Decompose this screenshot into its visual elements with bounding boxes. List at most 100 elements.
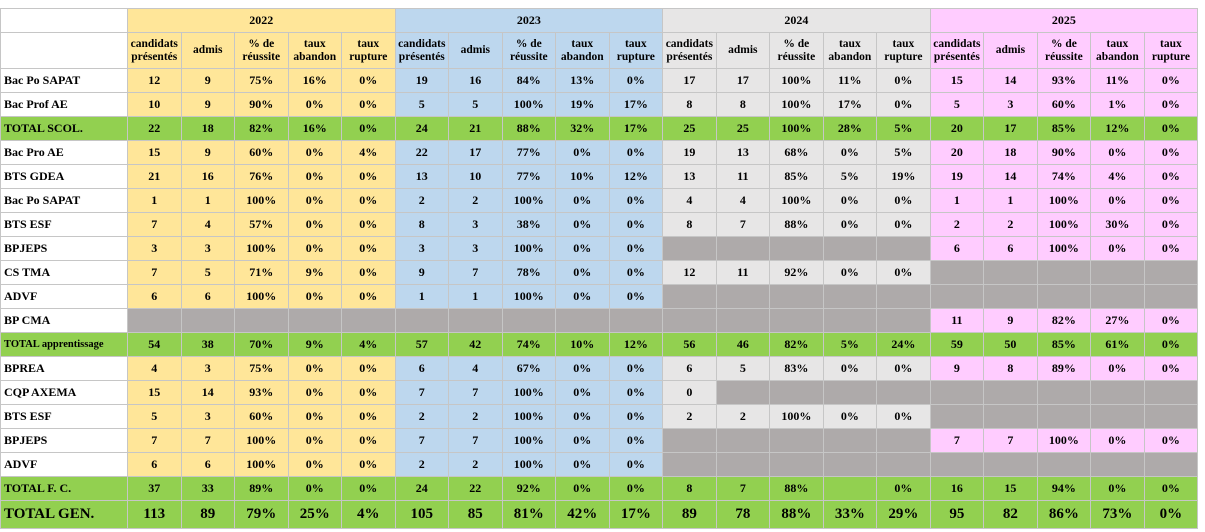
- cell: 4: [715, 188, 771, 213]
- cell: [1090, 404, 1145, 429]
- cell: 79%: [234, 500, 289, 529]
- row-label: ADVF: [0, 452, 128, 477]
- cell: 3: [448, 236, 503, 261]
- cell: [287, 308, 342, 333]
- cell: 25%: [287, 500, 342, 529]
- cell: 9: [180, 92, 235, 117]
- cell: 2: [448, 452, 503, 477]
- cell: 8: [662, 92, 717, 117]
- cell: 2: [448, 404, 503, 429]
- cell: 0%: [341, 404, 396, 429]
- cell: [662, 284, 717, 309]
- cell: 30%: [1090, 212, 1145, 237]
- cell: 100%: [501, 428, 557, 453]
- cell: 20: [929, 140, 985, 165]
- cell: 7: [180, 428, 235, 453]
- column-header: % de réussite: [1036, 32, 1092, 69]
- cell: [1036, 260, 1092, 285]
- cell: 0%: [876, 476, 931, 501]
- cell: 0%: [1143, 356, 1199, 381]
- cell: [822, 284, 878, 309]
- cell: 14: [983, 164, 1038, 189]
- cell: 11: [715, 164, 771, 189]
- cell: 90%: [234, 92, 289, 117]
- cell: 85: [448, 500, 503, 529]
- cell: 9: [929, 356, 985, 381]
- cell: 9: [983, 308, 1038, 333]
- cell: 57%: [234, 212, 289, 237]
- column-header: candidats présentés: [929, 32, 985, 69]
- cell: 0%: [1143, 236, 1199, 261]
- cell: 0%: [1143, 164, 1199, 189]
- cell: 84%: [501, 68, 557, 93]
- data-row: Bac Pro AE 15 9 60% 0% 4% 22 17 77% 0% 0% 19 13 68% 0%…: [0, 140, 1199, 165]
- cell: 17: [983, 116, 1038, 141]
- cell: 0%: [555, 260, 610, 285]
- cell: 8: [662, 476, 717, 501]
- cell: 6: [127, 284, 182, 309]
- cell: 24: [394, 116, 450, 141]
- cell: 1: [983, 188, 1038, 213]
- cell: 60%: [234, 140, 289, 165]
- cell: 29%: [876, 500, 931, 529]
- cell: [234, 308, 289, 333]
- cell: [822, 476, 878, 501]
- cell: 1: [448, 284, 503, 309]
- cell: [715, 452, 771, 477]
- cell: 5%: [822, 164, 878, 189]
- cell: 82: [983, 500, 1038, 529]
- cell: 19%: [876, 164, 931, 189]
- cell: 100%: [1036, 236, 1092, 261]
- column-header: taux abandon: [287, 32, 342, 69]
- cell: 0%: [341, 380, 396, 405]
- cell: 0%: [341, 68, 396, 93]
- cell: 100%: [234, 452, 289, 477]
- cell: 100%: [234, 188, 289, 213]
- cell: 3: [394, 236, 450, 261]
- cell: 82%: [1036, 308, 1092, 333]
- cell: 25: [662, 116, 717, 141]
- cell: 0%: [1090, 140, 1145, 165]
- cell: 6: [983, 236, 1038, 261]
- cell: 0%: [287, 380, 342, 405]
- results-table: 2022 2023 2024 2025 candidats présentés admis…: [0, 8, 1199, 529]
- cell: 0%: [555, 380, 610, 405]
- cell: 15: [929, 68, 985, 93]
- cell: 13: [394, 164, 450, 189]
- cell: 3: [448, 212, 503, 237]
- cell: 19: [662, 140, 717, 165]
- cell: [715, 308, 771, 333]
- cell: 4%: [341, 332, 396, 357]
- cell: 0%: [1143, 500, 1199, 529]
- cell: 0%: [876, 356, 931, 381]
- cell: 7: [127, 212, 182, 237]
- cell: 0%: [341, 116, 396, 141]
- cell: 0%: [341, 188, 396, 213]
- cell: 56: [662, 332, 717, 357]
- row-label: Bac Po SAPAT: [0, 68, 128, 93]
- cell: 4: [662, 188, 717, 213]
- cell: [769, 284, 824, 309]
- cell: 6: [662, 356, 717, 381]
- cell: 12: [662, 260, 717, 285]
- cell: 9%: [287, 260, 342, 285]
- cell: [662, 308, 717, 333]
- cell: 0%: [555, 284, 610, 309]
- cell: 0%: [341, 428, 396, 453]
- cell: 17%: [822, 92, 878, 117]
- cell: 100%: [501, 92, 557, 117]
- cell: 7: [127, 260, 182, 285]
- data-row: BPREA 4 3 75% 0% 0% 6 4 67% 0% 0% 6 5 83% 0% 0% 9 8 89% 0% 0…: [0, 356, 1199, 381]
- cell: 21: [127, 164, 182, 189]
- data-row: BTS GDEA 21 16 76% 0% 0% 13 10 77% 10% 12% 13 11 85% 5…: [0, 164, 1199, 189]
- cell: 16: [448, 68, 503, 93]
- cell: 100%: [501, 452, 557, 477]
- cell: 4: [127, 356, 182, 381]
- cell: 93%: [234, 380, 289, 405]
- cell: 4: [180, 212, 235, 237]
- cell: 5%: [876, 140, 931, 165]
- cell: 32%: [555, 116, 610, 141]
- cell: 0%: [555, 428, 610, 453]
- cell: [1036, 380, 1092, 405]
- cell: 25: [715, 116, 771, 141]
